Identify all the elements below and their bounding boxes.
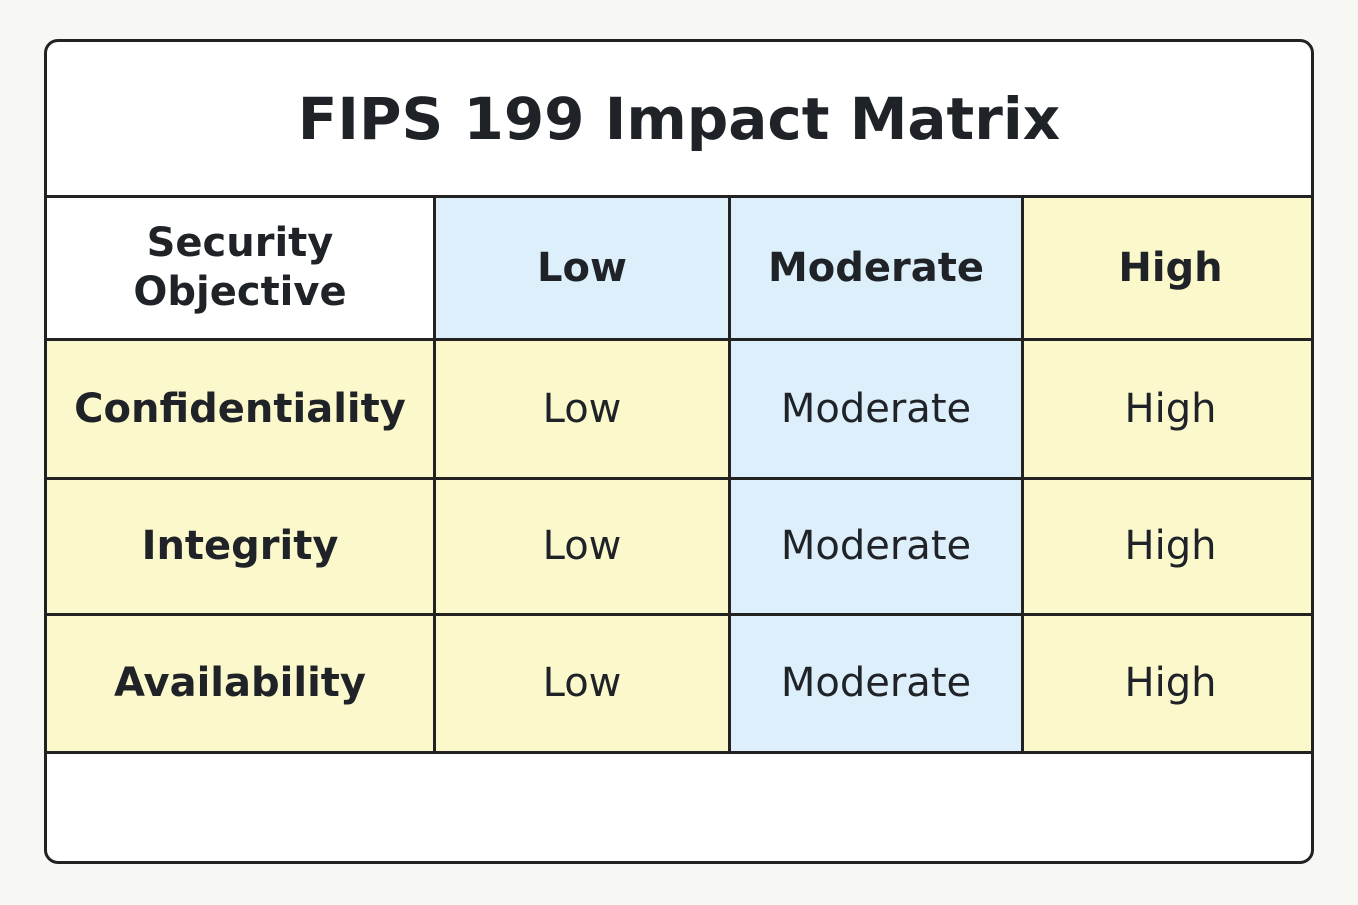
impact-cell: High [1024,480,1311,613]
row-label-text: Availability [114,660,366,707]
impact-cell: High [1024,616,1311,751]
row-label: Confidentiality [47,341,433,477]
row-label: Availability [47,616,433,751]
impact-cell: Low [436,616,728,751]
header-cell: Security Objective [47,198,433,338]
impact-cell-text: Moderate [780,660,972,707]
header-cell-text: High [1118,244,1223,291]
header-cell-text: Moderate [767,244,984,291]
impact-cell-text: Low [542,385,622,432]
impact-cell-text: High [1124,385,1217,432]
impact-cell: High [1024,341,1311,477]
impact-cell: Moderate [731,616,1021,751]
impact-cell: Low [436,480,728,613]
row-label-text: Confidentiality [74,385,406,432]
impact-cell-text: High [1124,660,1217,707]
impact-cell-text: Moderate [780,523,972,570]
header-cell-text: Security Objective [133,220,347,315]
impact-table: Security Objective Low Moderate High Confide… [47,195,1311,754]
impact-cell-text: Low [542,660,622,707]
impact-cell: Low [436,341,728,477]
impact-cell: Moderate [731,341,1021,477]
matrix-card: FIPS 199 Impact Matrix Security Objectiv… [44,39,1314,864]
impact-cell-text: Low [542,523,622,570]
header-cell: Moderate [731,198,1021,338]
impact-cell-text: High [1124,523,1217,570]
header-cell: Low [436,198,728,338]
header-cell: High [1024,198,1311,338]
impact-cell-text: Moderate [780,385,972,432]
header-cell-text: Low [537,244,627,291]
row-label-text: Integrity [141,523,339,570]
title: FIPS 199 Impact Matrix [297,84,1061,153]
row-label: Integrity [47,480,433,613]
impact-cell: Moderate [731,480,1021,613]
